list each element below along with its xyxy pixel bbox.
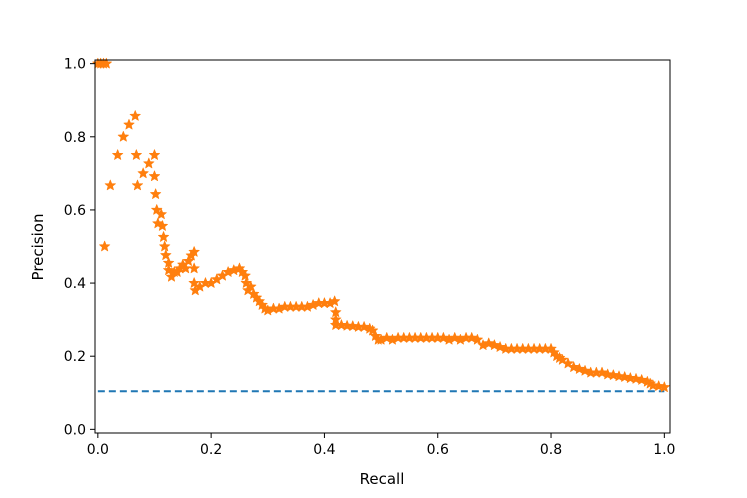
x-tick-label: 0.0 <box>87 442 109 458</box>
x-tick-label: 0.2 <box>200 442 222 458</box>
data-point <box>381 332 393 343</box>
x-tick-label: 0.8 <box>540 442 562 458</box>
data-point <box>159 240 171 252</box>
y-tick-label: 0.8 <box>64 130 86 146</box>
data-point <box>358 321 370 332</box>
data-point <box>347 320 359 331</box>
data-point <box>636 374 648 385</box>
x-tick-label: 1.0 <box>653 442 675 458</box>
data-point <box>437 332 449 343</box>
data-point <box>100 57 112 69</box>
data-point <box>130 149 142 160</box>
data-point <box>188 246 200 257</box>
data-point <box>630 373 642 384</box>
data-point <box>562 357 574 369</box>
data-point <box>143 157 155 169</box>
data-point <box>158 231 170 242</box>
data-point <box>99 240 111 252</box>
data-point <box>163 264 175 276</box>
data-point <box>556 354 568 365</box>
data-point <box>653 380 665 391</box>
x-axis-ticks: 0.0 0.2 0.4 0.6 0.8 1.0 <box>87 433 675 458</box>
data-point <box>573 363 585 374</box>
data-point <box>449 332 461 343</box>
data-point <box>488 339 500 350</box>
x-tick-label: 0.4 <box>313 442 335 458</box>
data-point <box>239 269 251 281</box>
data-point <box>148 170 161 182</box>
data-point <box>329 295 341 307</box>
data-point <box>607 369 619 380</box>
data-point <box>148 149 161 160</box>
x-axis-label: Recall <box>360 470 405 488</box>
y-tick-label: 0.0 <box>64 422 86 438</box>
data-point <box>117 130 129 142</box>
data-point <box>596 366 608 378</box>
x-tick-label: 0.6 <box>427 442 449 458</box>
data-point <box>123 118 135 130</box>
data-point <box>188 277 200 288</box>
plot-area <box>92 57 670 393</box>
data-point <box>647 379 659 391</box>
data-point <box>182 255 194 266</box>
data-point <box>112 149 124 160</box>
data-point <box>155 208 167 220</box>
y-tick-label: 0.6 <box>64 203 86 219</box>
data-point <box>160 249 172 261</box>
data-point <box>624 372 636 383</box>
data-point <box>150 188 162 199</box>
data-point <box>658 381 670 393</box>
data-point <box>568 361 580 372</box>
data-point <box>137 167 149 179</box>
data-point <box>471 333 483 345</box>
y-tick-label: 0.2 <box>64 349 86 365</box>
data-point <box>131 179 144 191</box>
data-point <box>245 280 257 292</box>
data-point <box>129 110 141 121</box>
data-point <box>188 262 200 274</box>
y-axis-label: Precision <box>29 214 47 281</box>
plot-frame <box>94 59 671 434</box>
data-point <box>466 332 478 343</box>
data-point <box>494 341 506 352</box>
y-tick-label: 0.4 <box>64 276 86 292</box>
data-point <box>602 368 614 380</box>
data-point <box>335 319 347 330</box>
y-axis-ticks: 0.0 0.2 0.4 0.6 0.8 1.0 <box>64 57 95 438</box>
data-point <box>613 370 625 382</box>
data-point <box>483 337 495 349</box>
data-point <box>579 365 591 376</box>
data-point <box>367 324 379 336</box>
data-point <box>104 179 116 191</box>
data-point <box>156 220 168 231</box>
y-tick-label: 1.0 <box>64 57 86 73</box>
data-point <box>619 371 631 382</box>
